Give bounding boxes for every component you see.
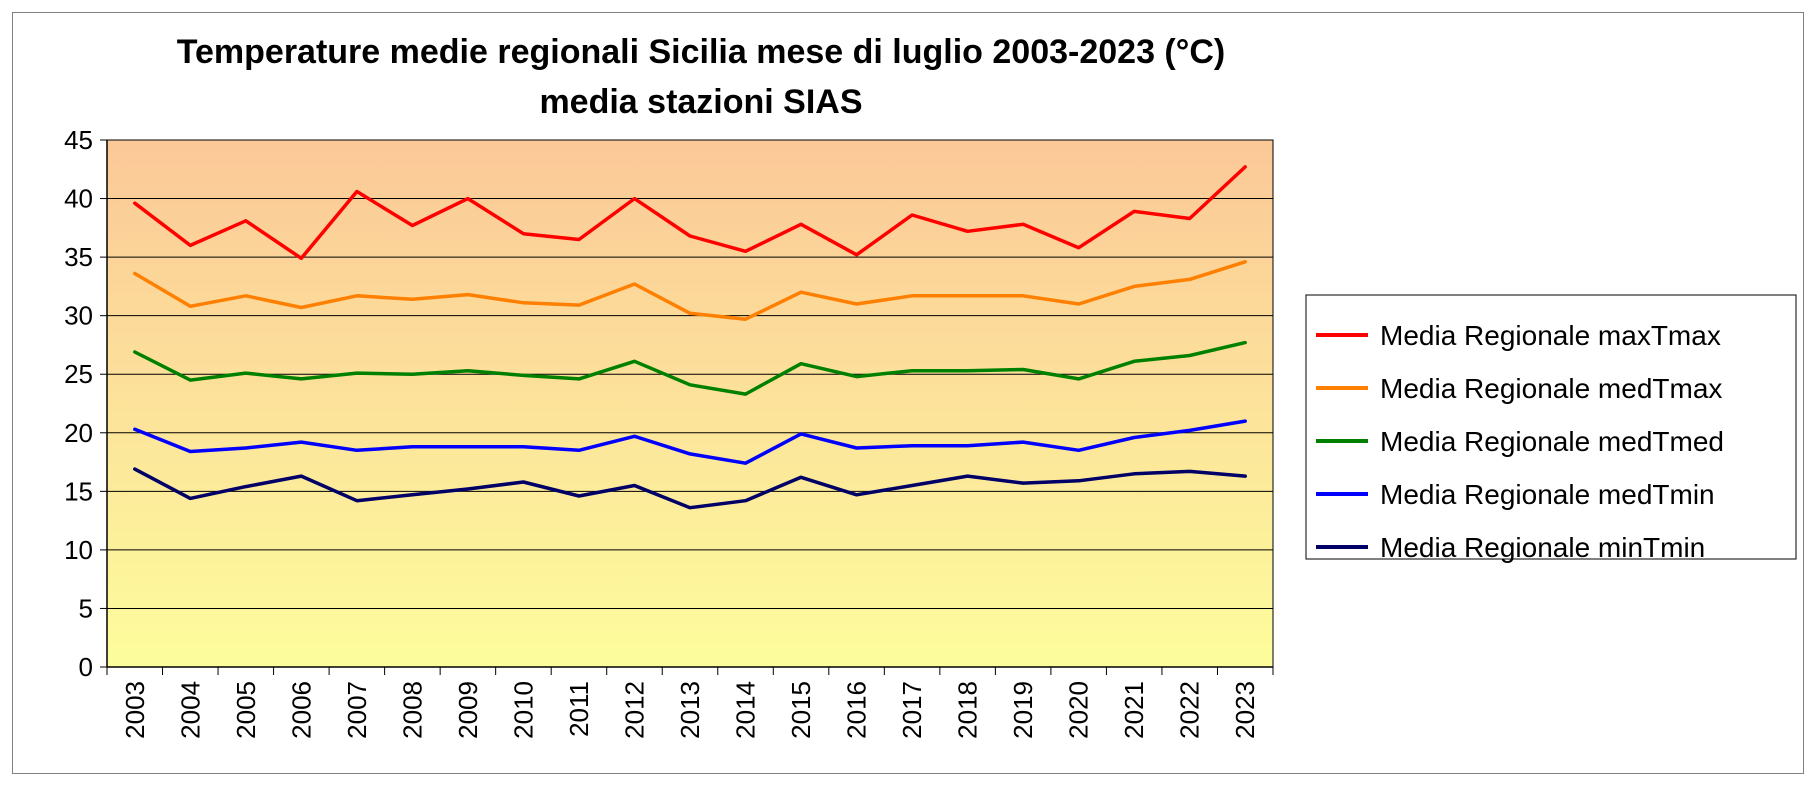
y-tick-label: 0	[79, 652, 93, 682]
x-tick-label: 2010	[508, 681, 538, 739]
series-line-5	[133, 467, 1247, 510]
x-tick-label: 2019	[1008, 681, 1038, 739]
legend-box	[1305, 294, 1797, 560]
legend-label: Media Regionale medTmin	[1380, 479, 1715, 510]
legend-label: Media Regionale maxTmax	[1380, 320, 1721, 351]
x-tick-label: 2004	[175, 681, 205, 739]
legend-label: Media Regionale minTmin	[1380, 532, 1705, 563]
x-tick-label: 2003	[120, 681, 150, 739]
chart-title: Temperature medie regionali Sicilia mese…	[177, 33, 1225, 71]
x-tick-label: 2022	[1175, 681, 1205, 739]
x-tick-label: 2007	[342, 681, 372, 739]
chart-subtitle: media stazioni SIAS	[539, 83, 862, 121]
y-tick-label: 5	[79, 593, 93, 623]
x-tick-label: 2009	[453, 681, 483, 739]
legend: Media Regionale maxTmax Media Regionale m…	[1305, 294, 1797, 563]
x-tick-label: 2013	[675, 681, 705, 739]
x-tick-label: 2023	[1230, 681, 1260, 739]
x-tick-label: 2012	[619, 681, 649, 739]
x-tick-label: 2011	[564, 681, 594, 737]
series-line-1	[133, 165, 1247, 261]
series-lines	[133, 165, 1247, 510]
axes: 0 5 10 15 20 25 30 35 40 45 2003 2004 2005 2006 2007 20…	[64, 125, 1274, 739]
x-tick-label: 2020	[1064, 681, 1094, 739]
chart-area: Temperature medie regionali Sicilia mese…	[12, 12, 1804, 774]
y-tick-label: 15	[64, 476, 93, 506]
y-tick-label: 40	[64, 184, 93, 214]
x-tick-label: 2018	[953, 681, 983, 739]
legend-label: Media Regionale medTmed	[1380, 426, 1724, 457]
x-tick-label: 2016	[842, 681, 872, 739]
y-tick-label: 45	[64, 125, 93, 155]
y-tick-label: 35	[64, 242, 93, 272]
legend-label: Media Regionale medTmax	[1380, 373, 1722, 404]
y-tick-label: 25	[64, 359, 93, 389]
y-tick-label: 20	[64, 418, 93, 448]
y-tick-label: 30	[64, 301, 93, 331]
y-tick-label: 10	[64, 535, 93, 565]
series-line-2	[133, 260, 1247, 321]
series-line-4	[133, 419, 1247, 465]
x-tick-label: 2017	[897, 681, 927, 739]
x-tick-label: 2006	[286, 681, 316, 739]
x-tick-label: 2014	[731, 681, 761, 739]
series-line-3	[133, 340, 1247, 396]
x-tick-label: 2008	[397, 681, 427, 739]
line-chart: Temperature medie regionali Sicilia mese…	[64, 33, 1797, 739]
plot-area	[106, 139, 1274, 668]
x-tick-label: 2005	[231, 681, 261, 739]
x-tick-label: 2021	[1119, 681, 1149, 739]
x-tick-label: 2015	[786, 681, 816, 739]
